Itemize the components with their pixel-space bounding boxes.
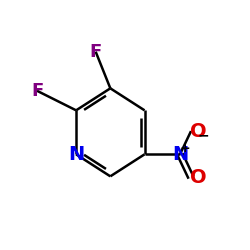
Text: N: N — [172, 145, 188, 164]
Text: O: O — [190, 122, 207, 141]
Text: +: + — [180, 142, 191, 155]
Text: N: N — [68, 145, 84, 164]
Text: −: − — [198, 128, 209, 142]
Text: F: F — [90, 43, 102, 61]
Text: O: O — [190, 168, 207, 187]
Text: F: F — [31, 82, 43, 100]
